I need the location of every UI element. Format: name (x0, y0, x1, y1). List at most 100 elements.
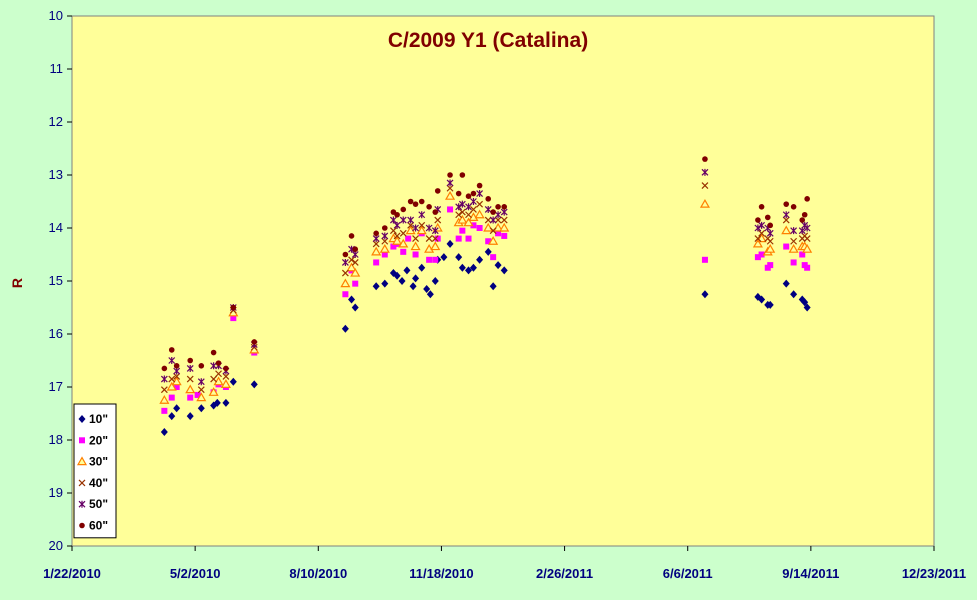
data-point (208, 387, 219, 396)
data-point (458, 200, 466, 208)
data-point (173, 404, 181, 413)
data-point (432, 209, 439, 215)
data-point (455, 235, 462, 242)
y-tick-label: 17 (49, 379, 63, 394)
series-1 (160, 239, 811, 437)
data-point (381, 251, 388, 258)
data-point (430, 241, 441, 251)
data-point (168, 347, 175, 353)
data-point (446, 179, 454, 187)
data-point (463, 217, 474, 227)
data-point (445, 190, 456, 200)
data-point (392, 236, 403, 245)
data-point (168, 357, 176, 364)
legend-label: 20" (89, 433, 108, 447)
data-point (350, 267, 361, 277)
data-point (465, 211, 472, 219)
data-point (484, 216, 492, 224)
data-point (352, 280, 359, 287)
data-point (215, 370, 222, 378)
data-point (418, 198, 425, 205)
data-point (470, 206, 477, 213)
data-point (432, 256, 439, 263)
data-point (470, 222, 477, 229)
data-point (416, 225, 427, 235)
data-point (426, 204, 432, 210)
data-point (788, 243, 799, 253)
data-point (168, 394, 175, 401)
data-point (766, 229, 774, 237)
data-point (455, 211, 463, 219)
data-point (351, 303, 359, 312)
legend-marker (78, 479, 86, 487)
data-point (210, 375, 218, 383)
data-point (434, 235, 441, 242)
legend-box (73, 403, 117, 539)
data-point (804, 264, 811, 271)
data-point (198, 363, 205, 369)
data-point (500, 208, 508, 216)
data-point (340, 278, 351, 288)
data-point (186, 364, 194, 372)
data-point (351, 259, 359, 266)
data-point (412, 201, 419, 207)
data-point (781, 225, 792, 235)
data-point (372, 235, 380, 243)
chart-title: C/2009 Y1 (Catalina) (388, 29, 588, 52)
y-tick-label: 15 (49, 273, 63, 288)
x-tick-label: 2/26/2011 (536, 566, 593, 581)
data-point (431, 235, 439, 243)
legend-marker (79, 522, 85, 529)
data-point (701, 168, 709, 176)
data-point (418, 263, 426, 272)
data-point (446, 184, 454, 192)
data-point (173, 384, 180, 390)
data-point (455, 203, 463, 211)
y-tick-label: 20 (49, 538, 63, 553)
data-point (372, 282, 380, 291)
data-point (476, 190, 484, 198)
data-point (495, 204, 501, 210)
data-point (490, 254, 497, 261)
data-point (196, 392, 207, 402)
data-point (160, 428, 168, 437)
data-point (465, 203, 472, 211)
series-5 (160, 168, 811, 386)
data-point (803, 303, 811, 312)
data-point (447, 206, 454, 213)
data-point (431, 227, 439, 235)
data-point (425, 235, 433, 243)
data-point (168, 412, 176, 421)
data-point (426, 256, 433, 263)
data-point (210, 362, 218, 370)
data-point (489, 216, 497, 224)
y-tick-label: 18 (49, 432, 63, 447)
data-point (166, 381, 177, 391)
data-point (381, 237, 389, 245)
y-tick-label: 13 (49, 167, 63, 182)
data-point (447, 172, 453, 178)
data-point (803, 235, 811, 243)
data-point (161, 365, 168, 372)
data-point (494, 261, 502, 270)
data-point (187, 394, 194, 401)
legend-label: 40" (89, 476, 108, 490)
data-point (215, 360, 222, 366)
data-point (381, 279, 389, 288)
data-point (418, 221, 426, 229)
data-point (220, 379, 231, 388)
legend-marker (76, 456, 88, 466)
data-point (758, 204, 765, 210)
x-tick-label: 8/10/2010 (289, 566, 347, 581)
y-axis: 10 11 12 13 14 15 16 17 18 19 20 (49, 8, 72, 553)
data-point (342, 251, 349, 258)
data-point (390, 243, 397, 250)
data-point (342, 291, 349, 298)
data-point (405, 235, 412, 242)
data-point (348, 233, 355, 239)
data-point (782, 216, 790, 224)
data-point (446, 239, 454, 248)
x-tick-label: 9/14/2011 (782, 566, 839, 581)
data-point (412, 274, 420, 283)
data-point (701, 182, 709, 190)
